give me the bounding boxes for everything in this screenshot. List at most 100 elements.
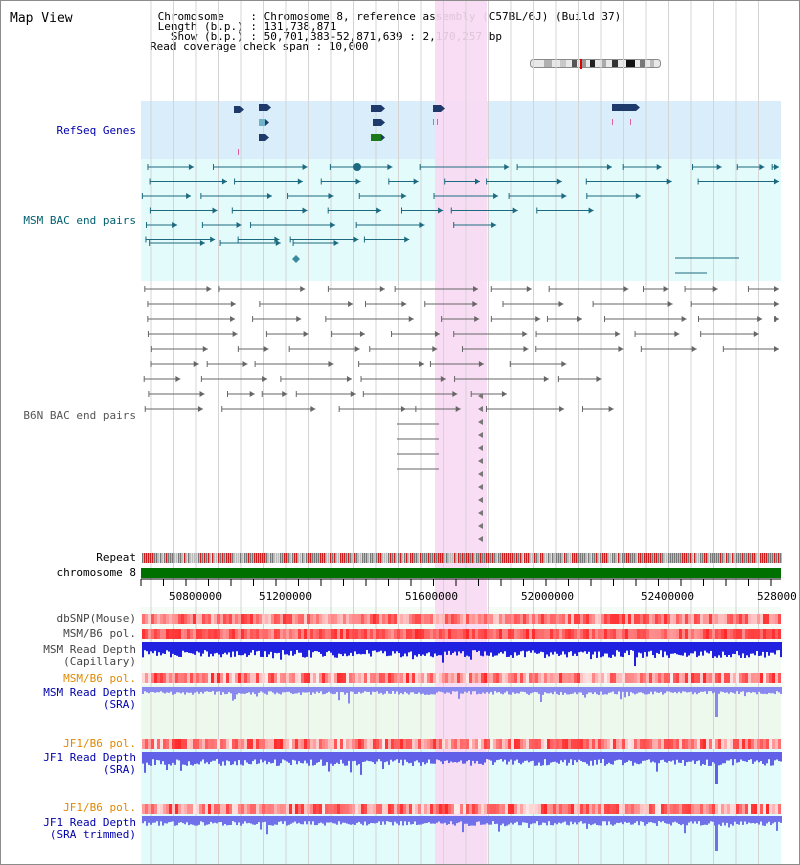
depth-bar — [322, 642, 324, 657]
repeat-mark — [502, 553, 504, 563]
depth-bar — [418, 642, 420, 655]
depth-bar — [282, 687, 284, 693]
refseq-gene — [371, 105, 381, 112]
heat-cell — [484, 629, 487, 639]
depth-bar — [434, 642, 436, 654]
msm-bac-node — [353, 163, 361, 171]
repeat-mark — [448, 553, 450, 563]
depth-bar — [600, 752, 602, 763]
repeat-mark — [318, 553, 320, 563]
label-msm-bac[interactable]: MSM BAC end pairs — [23, 214, 136, 227]
heat-cell — [499, 629, 502, 639]
heat-cell — [766, 614, 769, 624]
heat-cell — [187, 673, 190, 683]
repeat-mark — [296, 553, 298, 563]
repeat-mark — [358, 553, 360, 563]
heat-cell — [622, 739, 625, 749]
heat-cell — [655, 804, 658, 814]
heat-cell — [637, 629, 640, 639]
heat-cell — [643, 629, 646, 639]
heat-cell — [241, 614, 244, 624]
depth-bar — [632, 752, 634, 766]
heat-cell — [760, 629, 763, 639]
depth-bar — [538, 642, 540, 654]
heat-cell — [148, 804, 151, 814]
depth-bar — [424, 752, 426, 765]
heat-cell — [190, 673, 193, 683]
depth-bar — [494, 752, 496, 763]
heat-cell — [235, 614, 238, 624]
heat-cell — [457, 629, 460, 639]
heat-cell — [748, 739, 751, 749]
depth-bar — [462, 687, 464, 694]
depth-bar — [234, 642, 236, 657]
repeat-mark — [642, 553, 644, 563]
heat-cell — [259, 614, 262, 624]
heat-cell — [694, 629, 697, 639]
heat-cell — [373, 804, 376, 814]
chromosome-ideogram-icon[interactable] — [530, 54, 662, 69]
heat-cell — [421, 739, 424, 749]
heat-cell — [217, 614, 220, 624]
heat-cell — [505, 804, 508, 814]
depth-bar — [546, 752, 548, 766]
repeat-mark — [694, 553, 696, 563]
repeat-mark — [454, 553, 456, 563]
depth-bar — [492, 816, 494, 822]
heat-cell — [724, 673, 727, 683]
depth-bar — [334, 816, 336, 824]
b6n-bac-pair-arrow — [774, 286, 779, 292]
depth-bar — [188, 752, 190, 762]
depth-bar — [156, 642, 158, 656]
repeat-mark — [282, 553, 284, 563]
heat-cell — [325, 739, 328, 749]
label-jf1-b6-pol: JF1/B6 pol. — [63, 737, 136, 750]
depth-bar — [226, 687, 228, 694]
heat-cell — [226, 673, 229, 683]
depth-bar — [500, 642, 502, 653]
depth-bar — [736, 752, 738, 763]
heat-cell — [355, 739, 358, 749]
heat-cell — [463, 614, 466, 624]
heat-cell — [367, 739, 370, 749]
heat-cell — [592, 614, 595, 624]
depth-bar — [408, 752, 410, 764]
depth-bar — [412, 642, 414, 660]
depth-bar — [676, 816, 678, 823]
refseq-gene-arrow — [636, 104, 640, 111]
depth-bar — [318, 752, 320, 762]
depth-bar — [324, 752, 326, 766]
depth-bar — [168, 752, 170, 765]
heat-cell — [664, 673, 667, 683]
depth-bar — [422, 642, 424, 655]
heat-cell — [340, 673, 343, 683]
depth-bar — [444, 687, 446, 694]
b6n-bac-arrow — [478, 458, 483, 464]
depth-bar — [410, 687, 412, 693]
depth-bar — [708, 752, 710, 766]
heat-cell — [421, 614, 424, 624]
repeat-mark — [720, 553, 722, 563]
heat-cell — [496, 629, 499, 639]
depth-bar — [514, 752, 516, 761]
depth-bar — [464, 816, 466, 824]
heat-cell — [412, 614, 415, 624]
depth-bar — [358, 816, 360, 822]
repeat-mark — [576, 553, 578, 563]
depth-bar — [626, 752, 628, 763]
heat-cell — [604, 804, 607, 814]
heat-cell — [679, 804, 682, 814]
heat-cell — [514, 629, 517, 639]
repeat-mark — [350, 553, 352, 563]
heat-cell — [199, 629, 202, 639]
depth-bar — [190, 642, 192, 654]
heat-cell — [196, 614, 199, 624]
label-refseq-genes[interactable]: RefSeq Genes — [56, 124, 136, 137]
heat-cell — [217, 739, 220, 749]
depth-bar — [468, 752, 470, 760]
heat-cell — [613, 614, 616, 624]
label-b6n-bac[interactable]: B6N BAC end pairs — [23, 409, 136, 422]
heat-cell — [565, 804, 568, 814]
heat-cell — [436, 614, 439, 624]
